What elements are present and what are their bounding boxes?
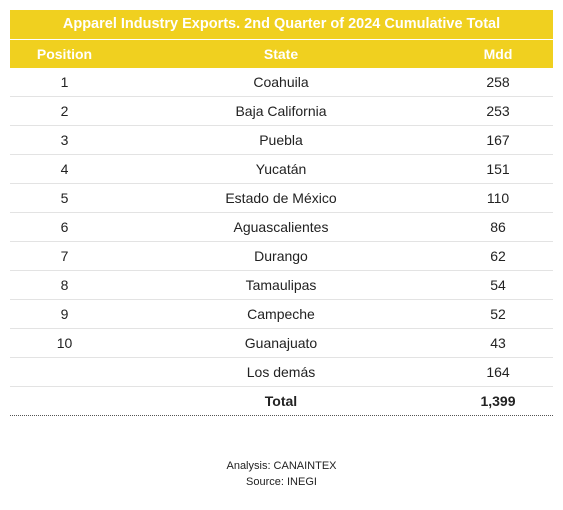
- position-cell: 5: [60, 190, 69, 206]
- table-row: 4 Yucatán 151: [10, 155, 553, 184]
- total-label: Total: [264, 393, 298, 409]
- mdd-cell: 86: [490, 219, 506, 235]
- mdd-cell: 253: [486, 103, 510, 119]
- state-cell: Aguascalientes: [233, 219, 329, 235]
- state-cell: Tamaulipas: [245, 277, 317, 293]
- total-value: 1,399: [480, 393, 516, 409]
- column-header-state: State: [263, 46, 299, 62]
- exports-table: Apparel Industry Exports. 2nd Quarter of…: [10, 10, 553, 416]
- position-cell: 10: [56, 335, 73, 351]
- state-cell: Puebla: [259, 132, 303, 148]
- table-header: Position State Mdd: [10, 40, 553, 68]
- position-cell: 4: [60, 161, 69, 177]
- state-cell: Los demás: [246, 364, 316, 380]
- table-row: 8 Tamaulipas 54: [10, 271, 553, 300]
- mdd-cell: 110: [486, 190, 510, 206]
- position-cell: 9: [60, 306, 69, 322]
- state-cell: Durango: [254, 248, 308, 264]
- state-cell: Baja California: [235, 103, 327, 119]
- column-header-position: Position: [36, 46, 93, 62]
- column-header-mdd: Mdd: [483, 46, 513, 62]
- position-cell: 7: [60, 248, 69, 264]
- mdd-cell: 54: [490, 277, 506, 293]
- table-body: 1 Coahuila 258 2 Baja California 253 3 Puebla 16…: [10, 68, 553, 387]
- position-cell: 1: [60, 74, 69, 90]
- table-row: 6 Aguascalientes 86: [10, 213, 553, 242]
- mdd-cell: 52: [490, 306, 506, 322]
- table-row: 1 Coahuila 258: [10, 68, 553, 97]
- mdd-cell: 43: [490, 335, 506, 351]
- mdd-cell: 151: [486, 161, 510, 177]
- table-title: Apparel Industry Exports. 2nd Quarter of…: [10, 10, 553, 40]
- mdd-cell: 62: [490, 248, 506, 264]
- table-row: 9 Campeche 52: [10, 300, 553, 329]
- footer: Analysis: CANAINTEX Source: INEGI: [0, 458, 563, 490]
- table-row: 10 Guanajuato 43: [10, 329, 553, 358]
- source-credit: Source: INEGI: [246, 476, 317, 488]
- position-cell: 3: [60, 132, 69, 148]
- mdd-cell: 167: [486, 132, 510, 148]
- table-row: 3 Puebla 167: [10, 126, 553, 155]
- state-cell: Coahuila: [253, 74, 309, 90]
- table-row: 2 Baja California 253: [10, 97, 553, 126]
- table-row: 7 Durango 62: [10, 242, 553, 271]
- state-cell: Guanajuato: [244, 335, 318, 351]
- table-row: 5 Estado de México 110: [10, 184, 553, 213]
- state-cell: Estado de México: [225, 190, 337, 206]
- mdd-cell: 164: [486, 364, 510, 380]
- position-cell: 6: [60, 219, 69, 235]
- total-row: Total 1,399: [10, 387, 553, 416]
- position-cell: 8: [60, 277, 69, 293]
- state-cell: Campeche: [247, 306, 315, 322]
- state-cell: Yucatán: [255, 161, 307, 177]
- mdd-cell: 258: [486, 74, 510, 90]
- position-cell: 2: [60, 103, 69, 119]
- table-row: Los demás 164: [10, 358, 553, 387]
- analysis-credit: Analysis: CANAINTEX: [226, 460, 337, 472]
